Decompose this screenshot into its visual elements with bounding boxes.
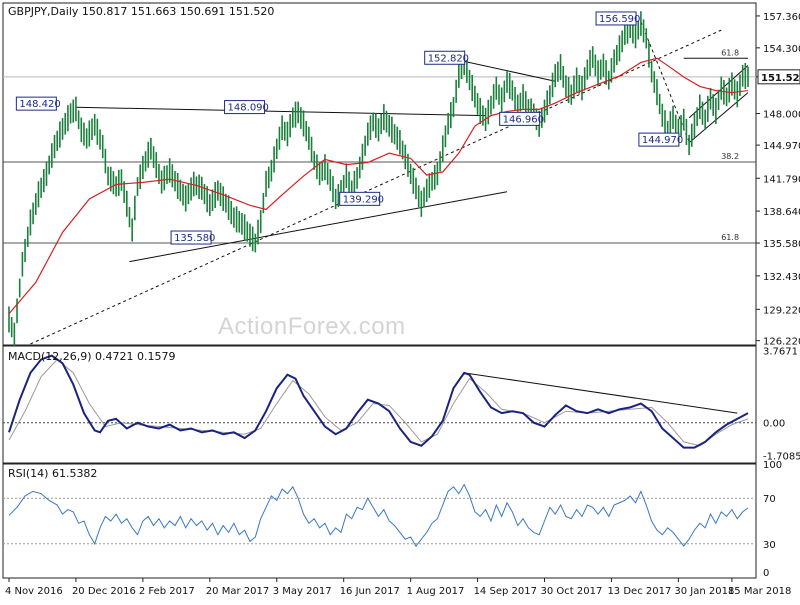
label-135580-box	[170, 230, 212, 245]
price-tick-label: 135.580	[763, 239, 800, 250]
x-tick-label: 3 May 2017	[273, 586, 332, 597]
price-tick-label: 126.220	[763, 337, 800, 348]
last-price-box	[757, 69, 800, 85]
label-139290: 139.290	[343, 194, 384, 205]
x-tick-label: 13 Dec 2017	[607, 586, 671, 597]
price-tick-label: 148.000	[763, 110, 800, 121]
x-tick-label: 1 Aug 2017	[407, 586, 465, 597]
label-152820-box	[424, 50, 466, 65]
trendline-upper-range	[75, 106, 486, 117]
ohlc-values: 150.817 151.663 150.691 151.520	[81, 5, 275, 18]
macd-tick-label: 3.7671	[763, 346, 798, 357]
rsi-line	[8, 483, 749, 547]
label-146960: 146.960	[503, 114, 544, 125]
panel-frame-rsi	[2, 463, 757, 579]
price-tick-label: 154.300	[763, 44, 800, 55]
fib-label-382: 38.2	[721, 152, 739, 161]
macd-tick-label: 0.00	[763, 419, 785, 430]
rsi-tick-label: 0	[763, 568, 769, 579]
last-price-label: 151.520	[761, 73, 800, 84]
rsi-tick-label: 70	[763, 494, 776, 505]
price-tick-label: 141.790	[763, 174, 800, 185]
price-tick-label: 157.360	[763, 12, 800, 23]
x-tick-label: 20 Dec 2016	[72, 586, 136, 597]
trendline-lower-range	[129, 191, 508, 263]
label-148420-box	[15, 96, 57, 111]
rsi-panel-title: RSI(14) 61.5382	[8, 467, 98, 480]
label-148090: 148.090	[228, 103, 269, 114]
x-tick-label: 16 Jun 2017	[340, 586, 400, 597]
x-tick-label: 30 Oct 2017	[541, 586, 603, 597]
symbol-label: GBPJPY,Daily	[8, 5, 79, 18]
fib-label-618: 61.8	[721, 233, 739, 242]
label-144970-box	[638, 132, 680, 147]
label-146960-box	[499, 111, 541, 126]
candles-group	[8, 11, 749, 346]
x-tick-label: 14 Sep 2017	[474, 586, 537, 597]
x-tick-label: 30 Jan 2018	[674, 586, 734, 597]
price-tick-label: 144.970	[763, 141, 800, 152]
x-tick-label: 15 Mar 2018	[728, 586, 791, 597]
label-152820: 152.820	[428, 53, 469, 64]
price-panel-title: GBPJPY,Daily 150.817 151.663 150.691 151…	[8, 5, 274, 18]
moving-average-line	[8, 57, 749, 315]
rsi-tick-label: 30	[763, 540, 776, 551]
x-tick-label: 2 Feb 2017	[139, 586, 195, 597]
macd-tick-label: -1.7085	[763, 451, 800, 462]
macd-panel-title: MACD(12,26,9) 0.4721 0.1579	[8, 350, 176, 363]
price-tick-label: 138.640	[763, 207, 800, 218]
label-148090-box	[224, 100, 266, 115]
price-tick-label: 129.220	[763, 305, 800, 316]
label-156590-box	[595, 11, 637, 26]
watermark: ActionForex.com	[218, 313, 406, 340]
x-tick-label: 4 Nov 2016	[5, 586, 63, 597]
label-139290-box	[339, 191, 381, 206]
label-156590: 156.590	[599, 14, 640, 25]
fib-label-618-upper: 61.8	[721, 48, 739, 57]
x-tick-label: 20 Mar 2017	[206, 586, 269, 597]
rsi-tick-label: 100	[763, 460, 782, 471]
panel-frame-price	[2, 2, 757, 346]
label-135580: 135.580	[174, 233, 215, 244]
label-144970: 144.970	[642, 135, 683, 146]
price-tick-label: 132.430	[763, 272, 800, 283]
channel-lower	[688, 92, 749, 144]
trendline-sep-oct	[464, 60, 556, 82]
macd-line	[8, 354, 749, 449]
label-148420: 148.420	[19, 99, 60, 110]
macd-trendline	[464, 372, 738, 414]
